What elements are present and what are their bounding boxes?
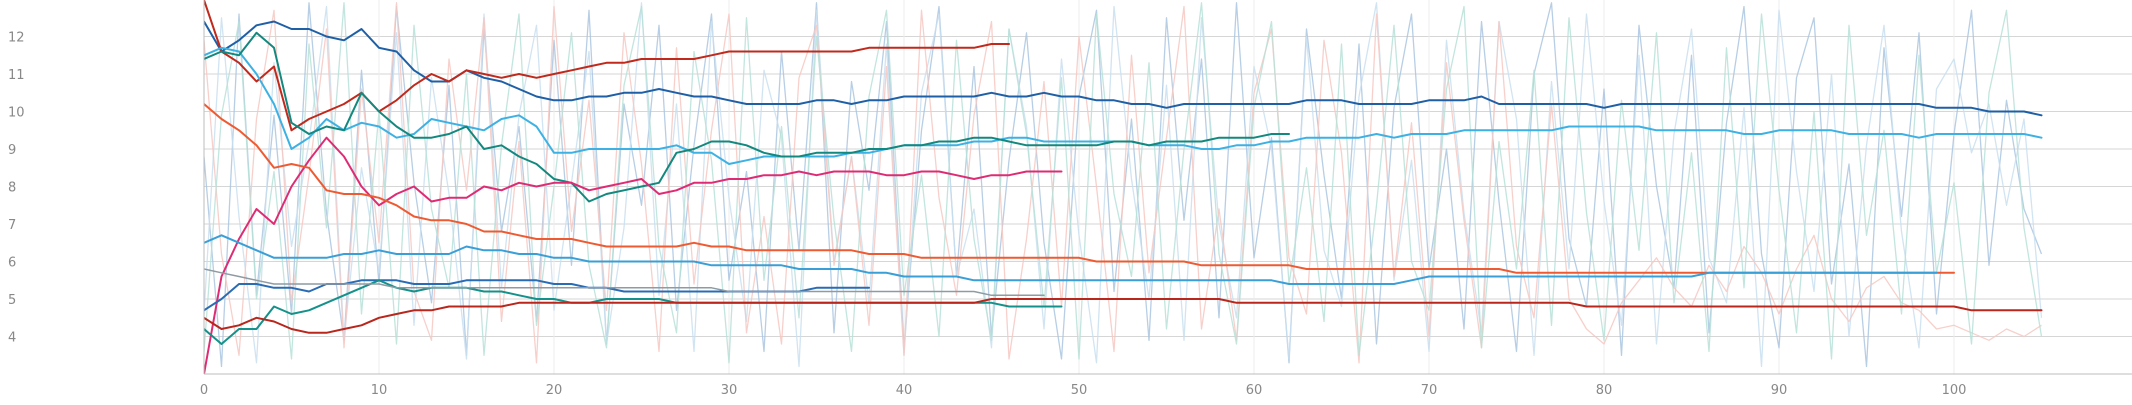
x-tick-label: 40 bbox=[896, 383, 913, 398]
y-tick-label: 9 bbox=[8, 143, 16, 158]
y-tick-label: 12 bbox=[8, 31, 25, 46]
x-tick-label: 0 bbox=[200, 383, 208, 398]
x-tick-label: 30 bbox=[721, 383, 738, 398]
series-line bbox=[204, 136, 1063, 374]
axes: 4 5 6 7 8 9 10 11 12 0 10 20 30 40 50 60 70 80 90 100 bbox=[8, 0, 2132, 398]
series-line bbox=[204, 298, 2043, 334]
y-tick-label: 7 bbox=[8, 218, 16, 233]
x-tick-label: 80 bbox=[1596, 383, 1613, 398]
y-tick-label: 6 bbox=[8, 256, 16, 271]
y-tick-label: 4 bbox=[8, 331, 16, 346]
x-tick-label: 60 bbox=[1246, 383, 1263, 398]
x-tick-label: 20 bbox=[546, 383, 563, 398]
x-tick-label: 50 bbox=[1071, 383, 1088, 398]
series-line bbox=[204, 234, 1938, 285]
background-series-line bbox=[204, 2, 2043, 368]
background-series-line bbox=[204, 2, 2043, 364]
background-series-line bbox=[204, 2, 2042, 364]
x-tick-label: 90 bbox=[1771, 383, 1788, 398]
series-line bbox=[204, 268, 1045, 297]
gridlines bbox=[203, 0, 2132, 374]
x-tick-label: 100 bbox=[1942, 383, 1967, 398]
y-tick-label: 5 bbox=[8, 293, 16, 308]
series-line bbox=[204, 279, 1063, 345]
x-tick-label: 70 bbox=[1421, 383, 1438, 398]
y-tick-label: 11 bbox=[8, 68, 25, 83]
series-line bbox=[204, 20, 2043, 117]
series-line bbox=[204, 31, 1290, 203]
series-line bbox=[204, 279, 870, 312]
x-tick-label: 10 bbox=[371, 383, 388, 398]
y-tick-label: 10 bbox=[8, 106, 25, 121]
series-line bbox=[204, 103, 1955, 274]
series-lines bbox=[204, 0, 2043, 374]
background-series bbox=[204, 2, 2043, 368]
series-line bbox=[204, 0, 1010, 132]
y-tick-label: 8 bbox=[8, 181, 16, 196]
